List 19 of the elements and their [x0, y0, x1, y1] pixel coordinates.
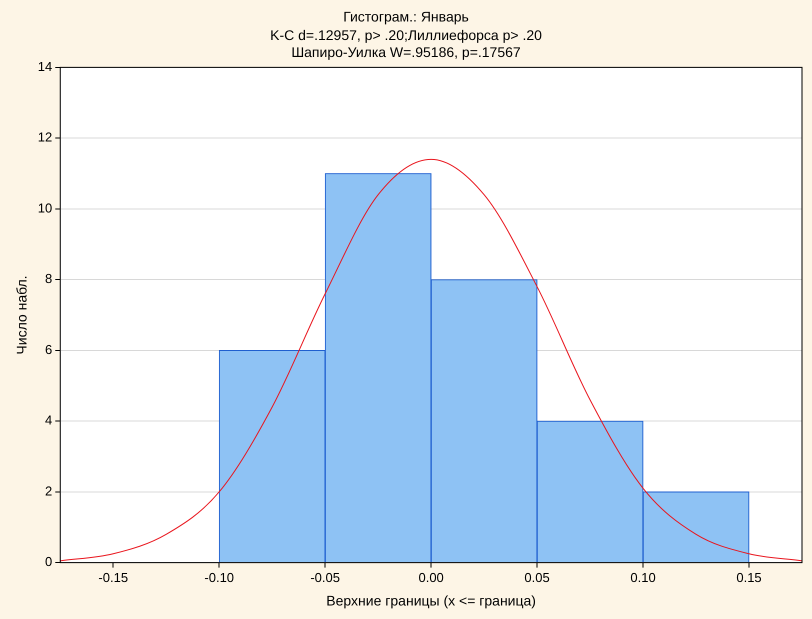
y-tick-label: 8: [45, 271, 52, 286]
x-tick-label: 0.10: [630, 570, 656, 585]
x-tick-label: -0.15: [98, 570, 128, 585]
chart-title: Гистограм.: Январь: [343, 8, 469, 24]
x-tick-label: -0.10: [204, 570, 234, 585]
y-tick-label: 4: [45, 412, 52, 428]
x-axis-title: Верхние границы (x <= граница): [326, 592, 536, 608]
x-tick-label: 0.15: [736, 570, 762, 585]
x-tick-label: -0.05: [310, 570, 340, 585]
chart-subtitle: K-C d=.12957, p> .20;Лиллиефорса p> .20 Шапиро-Уилка W=.95186, p=.17567: [270, 27, 542, 60]
y-tick-label: 0: [45, 554, 52, 570]
y-axis-title: Число набл.: [13, 275, 30, 355]
x-tick-label: 0.00: [418, 570, 444, 585]
y-tick-label: 14: [38, 58, 52, 74]
y-tick-label: 12: [38, 130, 52, 145]
y-tick-label: 10: [38, 200, 52, 216]
y-tick-label: 2: [45, 483, 52, 498]
y-tick-label: 6: [45, 342, 52, 357]
x-tick-label: 0.05: [524, 570, 550, 585]
